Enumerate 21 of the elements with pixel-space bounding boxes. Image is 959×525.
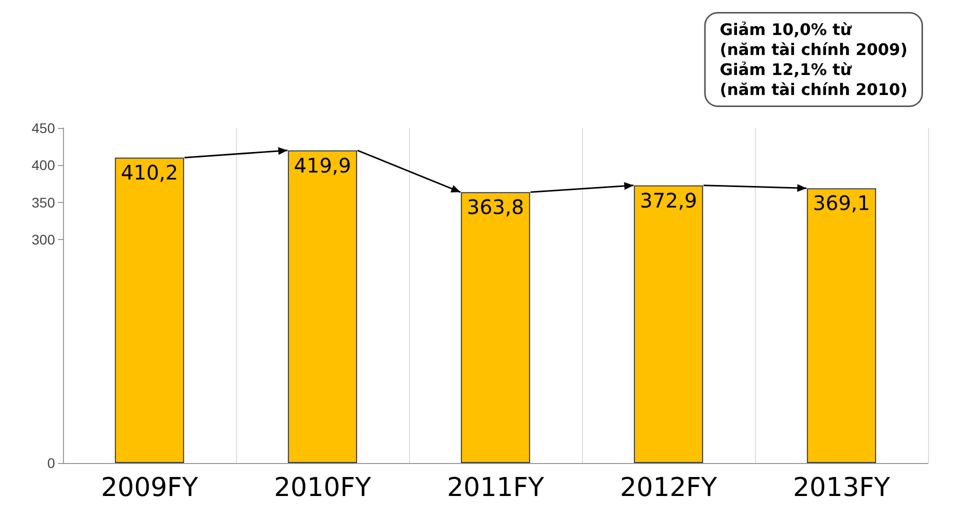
y-tick-label: 450: [32, 120, 56, 136]
bar: [806, 188, 876, 463]
data-label: 372,9: [640, 188, 698, 212]
data-label: 363,8: [466, 195, 524, 220]
x-tick-label: 2013FY: [792, 473, 890, 503]
y-tick-label: 0: [47, 455, 56, 471]
data-label: 410,2: [120, 160, 178, 185]
data-label: 419,9: [294, 153, 352, 178]
y-tick-label: 350: [32, 194, 56, 210]
bar: [114, 158, 184, 463]
bar: [460, 192, 530, 463]
y-tick-label: 300: [32, 232, 56, 248]
data-label: 369,1: [812, 191, 870, 216]
x-tick-label: 2011FY: [446, 473, 544, 503]
x-tick-label: 2010FY: [274, 473, 372, 503]
bar: [634, 185, 704, 463]
y-tick-label: 400: [32, 157, 56, 174]
bar: [288, 150, 358, 463]
x-tick-label: 2012FY: [620, 473, 718, 503]
x-tick-label: 2009FY: [100, 473, 198, 503]
text: Giảm 10,0% từ (năm tài chính 2009) Giảm 12,1% từ (năm tài chính 2010): [720, 20, 908, 99]
